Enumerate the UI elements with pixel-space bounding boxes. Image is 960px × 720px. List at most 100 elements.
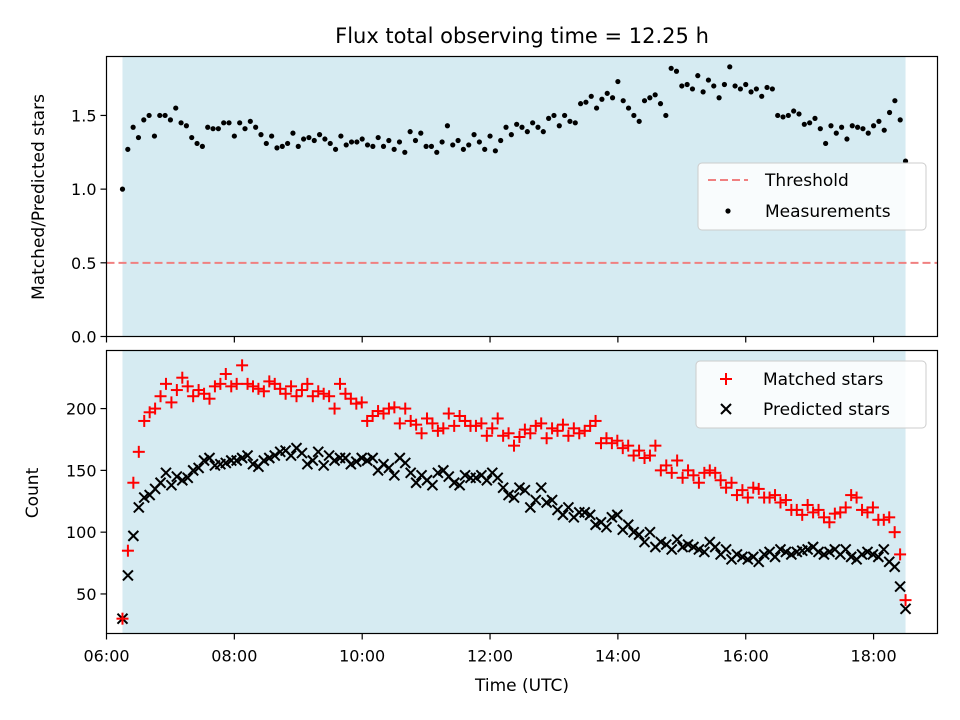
predicted-star-point xyxy=(269,449,281,462)
legend-matched-swatch xyxy=(720,373,732,385)
predicted-star-point xyxy=(203,452,216,464)
measurement-point xyxy=(466,142,472,148)
measurement-point xyxy=(359,136,365,142)
matched-star-point xyxy=(877,513,890,526)
matched-star-point xyxy=(622,439,635,452)
measurement-point xyxy=(514,121,520,127)
measurement-point xyxy=(151,133,158,139)
matched-star-point xyxy=(415,427,428,440)
predicted-star-point xyxy=(481,474,493,486)
predicted-star-point xyxy=(644,526,656,538)
measurement-point xyxy=(492,148,498,154)
measurement-point xyxy=(551,112,557,119)
measurement-point xyxy=(668,65,674,71)
matched-star-point xyxy=(448,419,461,432)
matched-star-point xyxy=(214,377,227,390)
predicted-star-point xyxy=(383,462,395,474)
measurement-point xyxy=(673,68,680,74)
measurement-point xyxy=(540,129,546,135)
matched-star-point xyxy=(769,489,782,502)
matched-star-point xyxy=(899,594,912,607)
matched-star-point xyxy=(633,444,646,457)
matched-star-point xyxy=(393,417,406,430)
matched-star-point xyxy=(828,507,841,520)
matched-star-point xyxy=(252,382,265,395)
measurement-point xyxy=(503,124,509,130)
measurement-point xyxy=(828,123,834,129)
legend-threshold-label: Threshold xyxy=(764,171,849,191)
measurement-point xyxy=(316,132,323,138)
measurement-point xyxy=(679,83,685,89)
xtick-label: 12:00 xyxy=(467,647,513,666)
top-yticks: 0.0 0.5 1.0 1.5 xyxy=(71,106,107,347)
predicted-star-point xyxy=(666,543,678,556)
top-xticks xyxy=(105,336,875,343)
predicted-star-point xyxy=(546,494,558,506)
measurement-point xyxy=(487,133,493,139)
predicted-star-point xyxy=(535,481,547,494)
measurement-point xyxy=(189,134,195,141)
measurement-point xyxy=(183,123,190,129)
matched-star-point xyxy=(687,469,700,482)
bottom-ytick-label: 100 xyxy=(66,523,97,542)
measurement-point xyxy=(290,130,296,136)
measurement-point xyxy=(801,121,807,127)
matched-star-point xyxy=(257,385,270,398)
measurement-point xyxy=(615,78,621,85)
bottom-ytick-label: 200 xyxy=(66,400,97,419)
matched-star-point xyxy=(426,417,439,430)
predicted-star-point xyxy=(307,454,319,467)
xtick-label: 18:00 xyxy=(851,647,897,666)
measurement-point xyxy=(769,86,775,92)
matched-star-point xyxy=(127,476,140,489)
matched-star-point xyxy=(312,385,325,398)
measurement-point xyxy=(269,133,275,139)
measurement-point xyxy=(125,146,131,152)
bottom-y-axis-label: Count xyxy=(23,467,43,518)
matched-star-point xyxy=(616,442,629,455)
matched-star-point xyxy=(285,380,298,393)
measurement-point xyxy=(748,89,754,95)
predicted-star-point xyxy=(769,551,781,563)
measurement-point xyxy=(343,142,349,148)
matched-star-point xyxy=(529,419,542,432)
matched-star-point xyxy=(801,498,814,511)
measurement-point xyxy=(902,158,909,164)
matched-star-point xyxy=(812,503,825,516)
matched-star-point xyxy=(796,508,809,521)
measurement-point xyxy=(237,120,243,126)
matched-star-point xyxy=(807,506,820,519)
matched-star-point xyxy=(241,377,254,390)
measurement-point xyxy=(663,112,669,119)
matched-star-point xyxy=(219,367,232,380)
predicted-star-point xyxy=(296,447,308,459)
measurement-point xyxy=(311,137,317,144)
measurement-point xyxy=(231,133,237,139)
matched-star-point xyxy=(660,459,673,472)
matched-star-point xyxy=(703,464,716,477)
measurement-point xyxy=(604,90,610,96)
chart-title: Flux total observing time = 12.25 h xyxy=(335,24,709,48)
measurement-point xyxy=(823,140,829,147)
predicted-star-point xyxy=(491,472,504,484)
measurement-point xyxy=(380,143,387,149)
predicted-star-point xyxy=(524,501,537,514)
matched-star-point xyxy=(692,476,705,489)
predicted-star-point xyxy=(840,543,852,556)
predicted-star-point xyxy=(519,484,531,496)
matched-star-point xyxy=(589,414,602,427)
matched-star-point xyxy=(431,424,444,437)
measurement-point xyxy=(530,120,536,126)
measurement-point xyxy=(141,117,147,123)
measurement-point xyxy=(839,124,845,130)
matched-star-point xyxy=(328,402,341,415)
measurement-point xyxy=(657,101,664,107)
matched-star-point xyxy=(138,414,151,427)
matched-star-point xyxy=(372,405,385,418)
measurement-point xyxy=(844,136,850,142)
matched-star-point xyxy=(638,452,651,465)
bottom-points-layer xyxy=(116,359,912,625)
matched-star-point xyxy=(643,449,656,462)
matched-star-point xyxy=(725,476,738,489)
matched-star-point xyxy=(187,390,200,403)
